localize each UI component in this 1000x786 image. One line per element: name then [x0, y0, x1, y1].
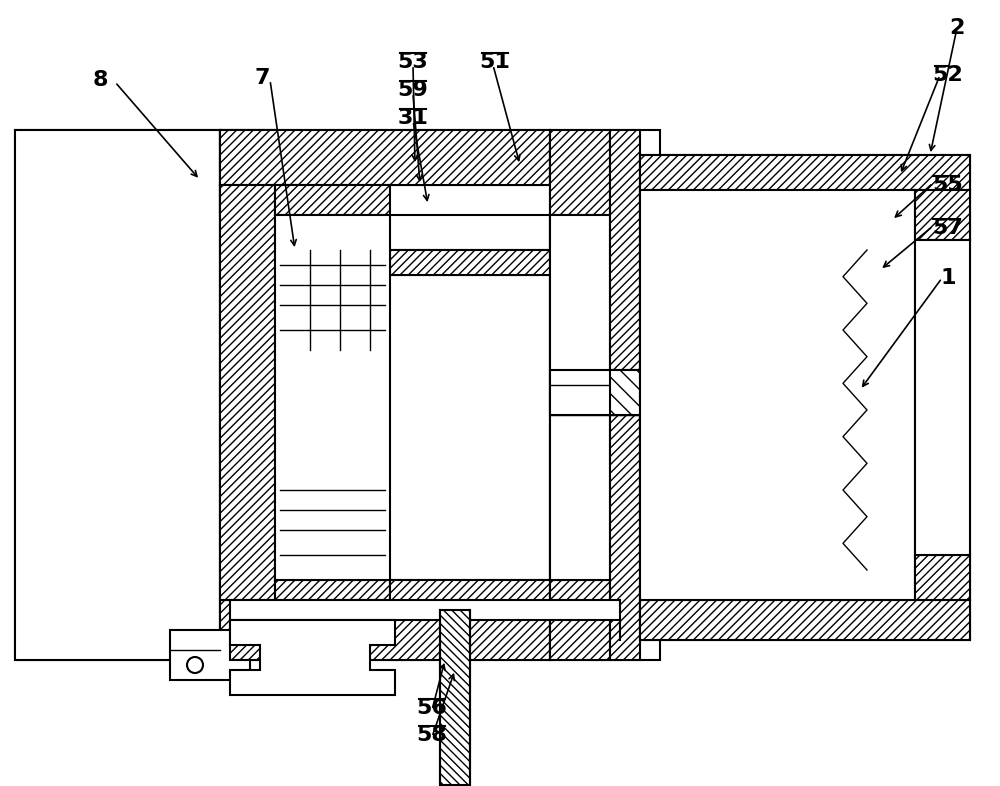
Bar — [640, 190, 915, 600]
Text: 58: 58 — [417, 725, 447, 745]
Text: 56: 56 — [417, 698, 447, 718]
Bar — [390, 250, 550, 275]
Bar — [220, 600, 550, 660]
Circle shape — [187, 657, 203, 673]
Text: 57: 57 — [933, 218, 963, 238]
Bar — [275, 185, 390, 215]
Bar — [390, 580, 550, 610]
Bar — [550, 130, 610, 215]
Text: 1: 1 — [940, 268, 956, 288]
Text: 52: 52 — [933, 65, 963, 85]
Text: 59: 59 — [398, 80, 428, 100]
Text: 51: 51 — [480, 52, 510, 72]
Bar — [220, 185, 275, 600]
Bar — [915, 190, 970, 240]
Bar — [550, 370, 800, 415]
Bar — [230, 600, 620, 620]
Polygon shape — [170, 630, 250, 680]
Bar — [610, 370, 660, 415]
Text: 31: 31 — [398, 108, 428, 128]
Bar — [275, 580, 390, 600]
Bar — [640, 600, 970, 640]
Polygon shape — [15, 130, 220, 660]
Bar — [220, 130, 550, 185]
Bar — [915, 555, 970, 600]
Bar — [640, 155, 970, 190]
Text: 8: 8 — [92, 70, 108, 90]
Bar — [220, 130, 275, 185]
Text: 53: 53 — [398, 52, 428, 72]
Bar — [550, 130, 660, 660]
Text: 2: 2 — [949, 18, 965, 38]
Polygon shape — [275, 215, 390, 580]
Polygon shape — [220, 130, 550, 660]
Bar — [915, 240, 970, 555]
Bar — [440, 610, 470, 785]
Bar — [220, 185, 275, 215]
Bar — [550, 215, 610, 580]
Text: 7: 7 — [254, 68, 270, 88]
Bar — [610, 130, 640, 660]
Text: 55: 55 — [933, 175, 963, 195]
Polygon shape — [640, 155, 970, 640]
Polygon shape — [230, 620, 395, 695]
Bar — [15, 130, 220, 660]
Bar — [550, 580, 610, 660]
